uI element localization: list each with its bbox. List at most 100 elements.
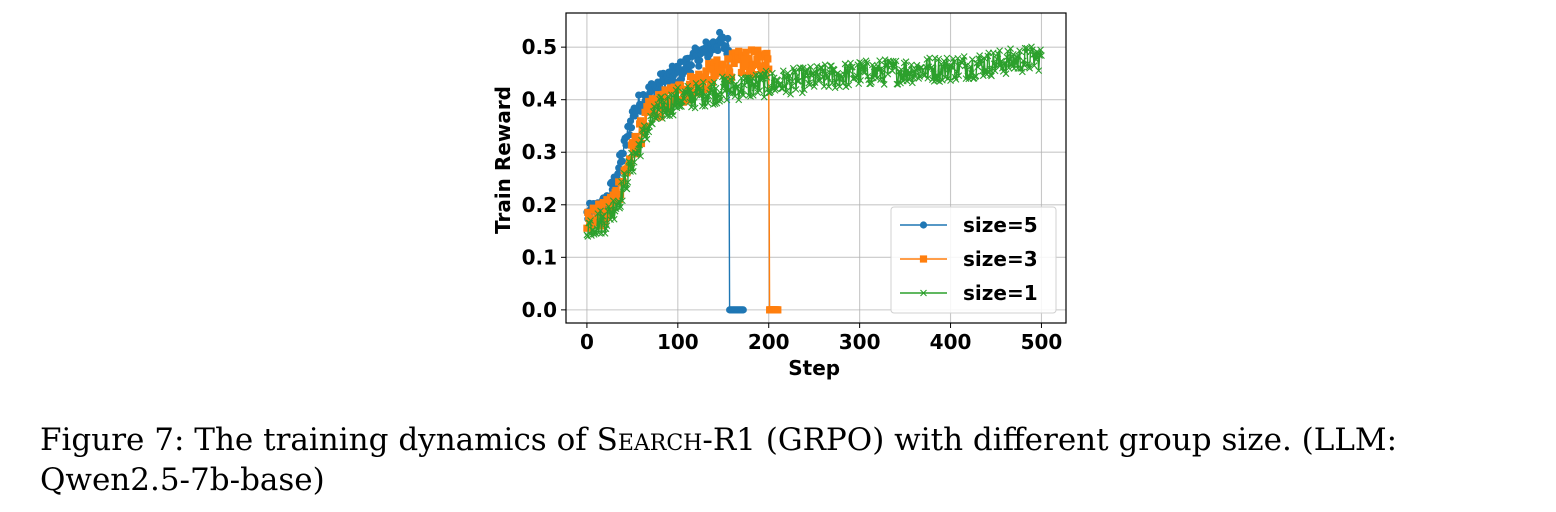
data-point <box>711 100 719 108</box>
data-point <box>704 99 712 107</box>
data-point <box>994 50 1002 58</box>
data-point <box>660 98 668 106</box>
data-point <box>708 87 716 95</box>
legend-marker-circle <box>919 221 928 229</box>
data-point <box>1019 57 1027 65</box>
data-point <box>838 75 846 83</box>
legend-item: size=3 <box>900 247 1038 271</box>
data-point <box>739 91 747 99</box>
y-tick-label: 0.5 <box>522 35 557 59</box>
data-point <box>618 197 626 205</box>
data-point <box>988 72 995 80</box>
data-point <box>702 67 710 75</box>
data-point <box>615 164 623 172</box>
data-point <box>645 128 653 136</box>
y-axis-label: Train Reward <box>491 86 515 234</box>
data-point <box>818 68 826 75</box>
data-point <box>881 56 889 64</box>
data-point <box>878 69 886 77</box>
data-point <box>1018 68 1026 76</box>
data-point <box>762 61 770 69</box>
x-tick-label: 300 <box>839 330 881 354</box>
data-point <box>621 170 629 178</box>
data-point <box>873 74 881 82</box>
data-point <box>968 56 976 63</box>
data-point <box>618 178 625 186</box>
data-point <box>876 57 884 64</box>
data-point <box>630 158 638 166</box>
y-tick-label: 0.2 <box>522 193 557 217</box>
data-point <box>909 74 917 81</box>
data-point <box>902 58 910 66</box>
data-point <box>943 54 951 62</box>
data-point <box>929 65 937 73</box>
data-point <box>967 63 974 70</box>
data-point <box>708 78 716 87</box>
data-point <box>617 203 624 210</box>
data-point <box>839 79 847 87</box>
data-point <box>1005 64 1013 72</box>
data-point <box>877 76 884 84</box>
data-point <box>952 76 960 83</box>
data-point <box>868 78 875 86</box>
data-point <box>763 49 771 58</box>
data-point <box>654 101 662 108</box>
data-point <box>781 83 789 90</box>
data-point <box>947 77 954 85</box>
data-point <box>715 91 723 98</box>
data-point <box>824 73 832 81</box>
data-point <box>779 67 787 75</box>
data-point <box>607 206 616 214</box>
data-point <box>799 64 807 72</box>
data-point <box>696 92 704 100</box>
data-point <box>658 93 665 101</box>
data-point <box>924 74 932 82</box>
data-point <box>764 55 772 63</box>
data-point <box>816 76 824 84</box>
data-point <box>793 72 801 80</box>
data-point <box>798 89 806 97</box>
legend-marker-square <box>919 255 928 263</box>
data-point <box>720 75 728 83</box>
data-point <box>670 91 678 99</box>
figure-caption: Figure 7: The training dynamics of Searc… <box>40 420 1530 500</box>
data-point <box>723 96 731 104</box>
data-point <box>664 93 672 100</box>
data-point <box>1002 70 1010 78</box>
data-point <box>714 46 722 55</box>
data-point <box>707 86 714 94</box>
data-point <box>587 217 594 224</box>
data-point <box>730 59 738 68</box>
data-point <box>800 86 808 94</box>
data-point <box>1035 67 1043 74</box>
data-point <box>739 63 747 71</box>
data-point <box>1026 64 1034 72</box>
data-point <box>626 131 634 139</box>
data-point <box>951 73 959 81</box>
data-point <box>649 108 657 115</box>
data-point <box>792 85 800 93</box>
data-point <box>762 67 770 75</box>
data-point <box>725 86 733 94</box>
legend-label: size=3 <box>963 247 1038 271</box>
data-point <box>1037 46 1044 54</box>
data-point <box>1001 59 1009 67</box>
data-point <box>618 157 626 165</box>
data-point <box>717 95 724 103</box>
data-point <box>734 82 742 90</box>
data-point <box>699 78 707 86</box>
data-point <box>660 92 668 100</box>
data-point <box>853 72 861 80</box>
data-point <box>648 120 656 128</box>
data-point <box>739 306 747 314</box>
data-point <box>763 73 771 81</box>
data-point <box>937 70 944 77</box>
data-point <box>713 56 721 64</box>
data-point <box>647 112 654 120</box>
data-point <box>960 53 968 60</box>
data-point <box>757 66 766 74</box>
data-point <box>880 81 888 88</box>
x-tick-label: 200 <box>748 330 790 354</box>
data-point <box>1006 56 1014 64</box>
data-point <box>737 68 746 77</box>
